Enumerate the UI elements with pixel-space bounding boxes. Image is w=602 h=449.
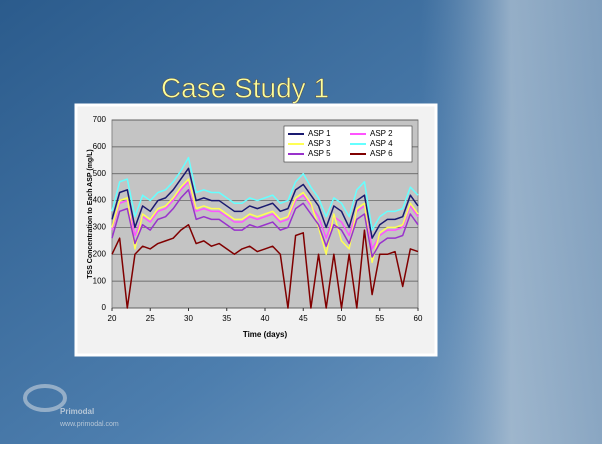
legend-label: ASP 5 — [308, 149, 331, 158]
y-axis-label: TSS Concentration to Each ASP (mg/L) — [87, 149, 94, 279]
x-tick-label: 50 — [337, 314, 346, 323]
legend-label: ASP 6 — [370, 149, 393, 158]
y-tick-label: 500 — [93, 169, 107, 178]
y-tick-label: 700 — [93, 115, 107, 124]
legend-label: ASP 4 — [370, 139, 393, 148]
y-tick-label: 100 — [93, 276, 107, 285]
x-tick-label: 35 — [222, 314, 231, 323]
background-texture — [420, 0, 602, 444]
legend-label: ASP 2 — [370, 129, 393, 138]
x-tick-label: 40 — [261, 314, 270, 323]
x-tick-label: 45 — [299, 314, 308, 323]
y-tick-label: 400 — [93, 196, 107, 205]
x-tick-label: 20 — [108, 314, 117, 323]
legend-label: ASP 1 — [308, 129, 331, 138]
y-tick-label: 300 — [93, 223, 107, 232]
y-tick-label: 0 — [102, 303, 107, 312]
logo-name: Primodal — [60, 407, 94, 416]
x-tick-label: 25 — [146, 314, 155, 323]
logo-url: www.primodal.com — [59, 421, 119, 428]
x-tick-label: 60 — [414, 314, 423, 323]
x-tick-label: 55 — [375, 314, 384, 323]
legend-label: ASP 3 — [308, 139, 331, 148]
slide-title: Case Study 1 — [161, 72, 329, 103]
slide: Case Study 1 Primodal www.primodal.com 0… — [0, 0, 602, 444]
x-axis-label: Time (days) — [243, 330, 288, 339]
y-tick-label: 600 — [93, 142, 107, 151]
x-tick-label: 30 — [184, 314, 193, 323]
y-tick-label: 200 — [93, 249, 107, 258]
